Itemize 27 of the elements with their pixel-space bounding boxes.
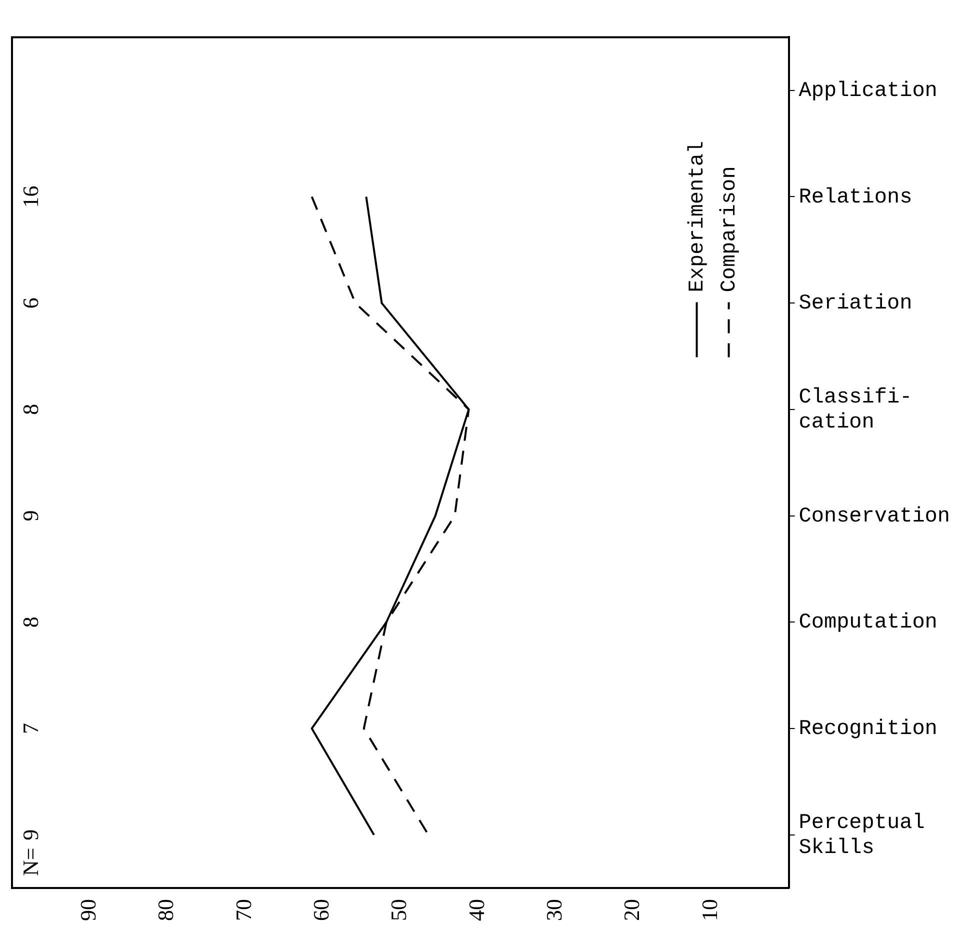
y-tick-label: Recognition — [798, 718, 938, 742]
annotation: 8 — [18, 616, 43, 628]
x-tick-label: 30 — [542, 899, 567, 921]
annotation: 8 — [18, 404, 43, 415]
annotation: N= — [18, 848, 43, 876]
annotation: 9 — [18, 510, 43, 522]
y-tick-label: Conservation — [798, 505, 950, 528]
x-tick-label: 90 — [75, 899, 100, 921]
x-tick-label: 50 — [386, 899, 412, 921]
x-tick-label: 10 — [696, 899, 722, 921]
annotation: 16 — [18, 186, 43, 208]
y-tick-label: Computation — [798, 612, 938, 635]
y-tick-label: Relations — [798, 186, 912, 210]
x-tick-label: 20 — [619, 899, 644, 921]
x-tick-label: 60 — [308, 899, 334, 921]
annotation: 6 — [18, 298, 43, 309]
annotation: 9 — [18, 829, 43, 840]
text: Comparison — [718, 166, 742, 292]
x-tick-label: 70 — [230, 899, 256, 921]
annotation: 7 — [18, 722, 43, 734]
x-tick-label: 80 — [153, 899, 178, 921]
y-tick-label: Perceptual Skills — [798, 812, 925, 860]
y-tick-label: Seriation — [798, 292, 912, 316]
x-tick-label: 40 — [464, 899, 489, 921]
y-tick-label: Classifi- cation — [798, 386, 912, 435]
text: Experimental — [686, 140, 710, 292]
y-tick-label: Application — [798, 80, 938, 103]
